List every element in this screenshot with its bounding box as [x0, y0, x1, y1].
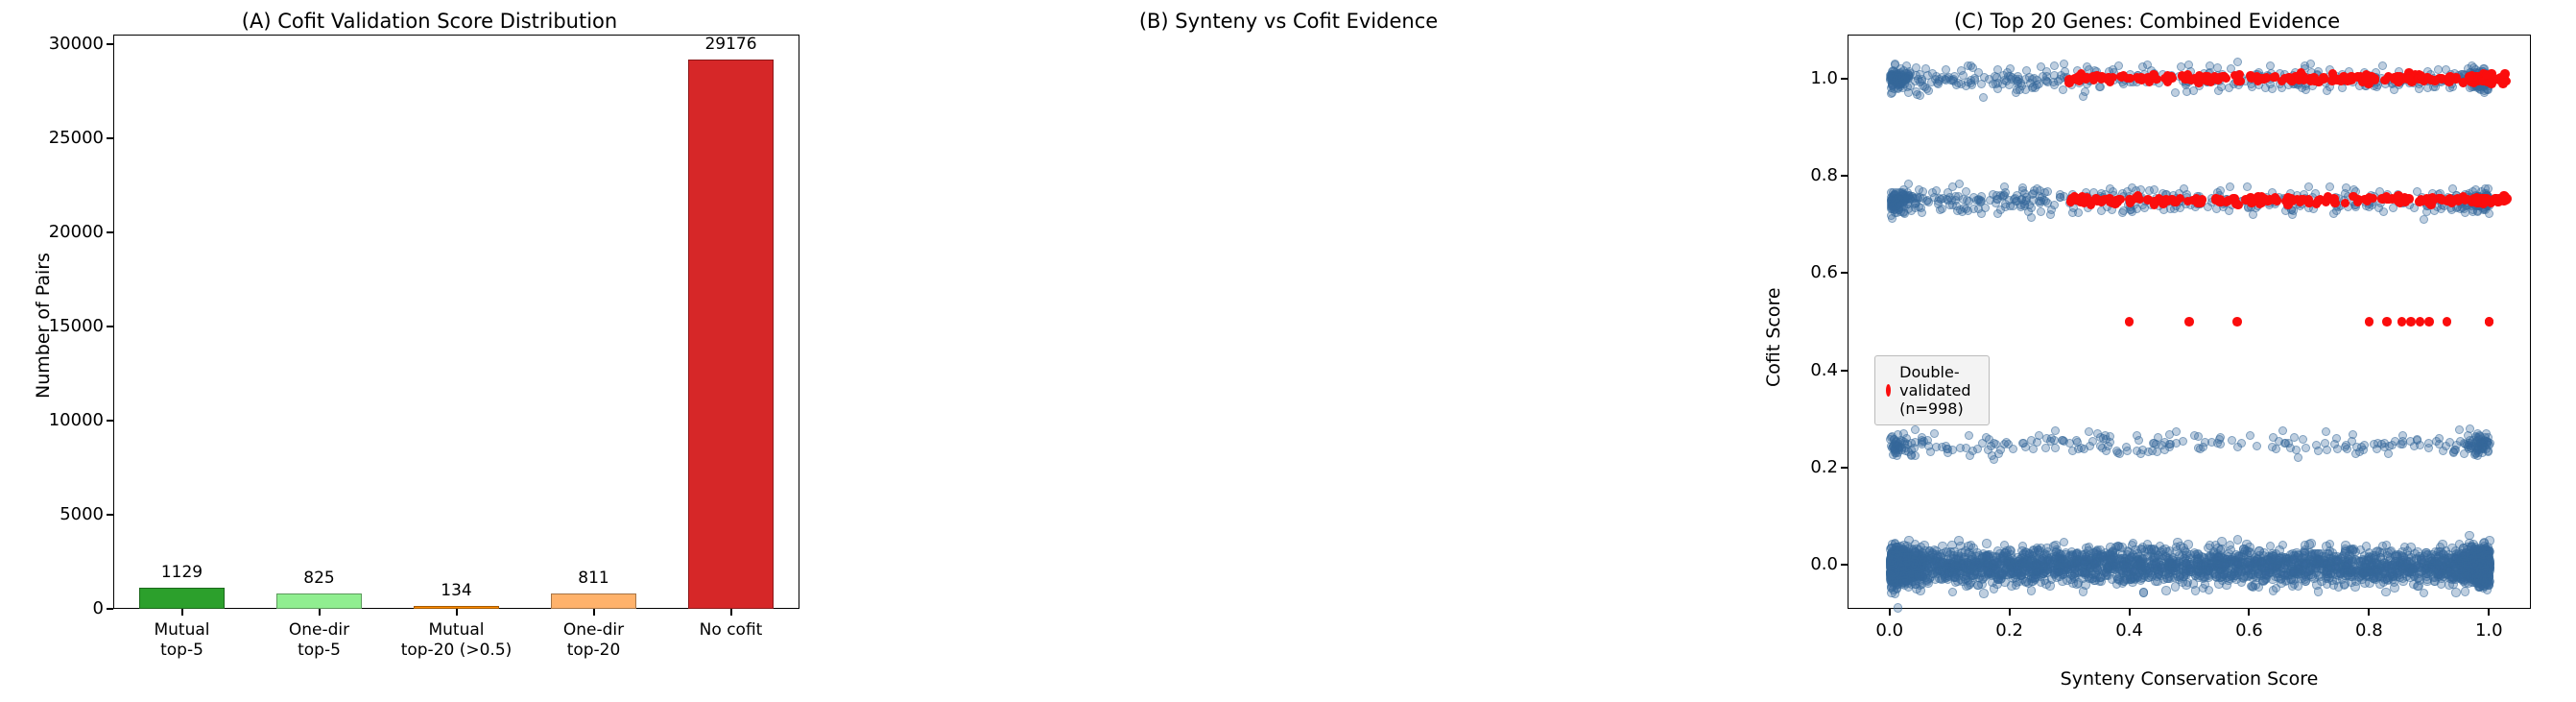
panel-a-y-tick: 30000 [48, 33, 104, 54]
panel-a-x-tick-label: Mutual top-5 [154, 620, 210, 661]
panel-a-bar-value: 811 [578, 569, 609, 589]
panel-a-x-tickmark [455, 609, 458, 616]
panel-a-y-tickmark [107, 419, 113, 422]
panel-a-bar-value: 1129 [160, 562, 203, 582]
panel-a-y-tickmark [107, 230, 113, 233]
panel-a-title: (A) Cofit Validation Score Distribution [241, 10, 618, 33]
panel-a-cofit-validation: (A) Cofit Validation Score Distribution … [0, 0, 859, 702]
panel-b-title: (B) Synteny vs Cofit Evidence [1138, 10, 1439, 33]
panel-a-y-tick: 20000 [48, 221, 104, 242]
panel-a-bar-value: 825 [303, 568, 335, 588]
panel-a-y-tick: 25000 [48, 127, 104, 148]
panel-a-y-tick: 0 [92, 598, 104, 618]
panel-a-bar [688, 59, 774, 609]
panel-a-x-tick-label: No cofit [699, 620, 763, 640]
panel-a-x-tickmark [729, 609, 732, 616]
panel-a-x-tickmark [180, 609, 183, 616]
panel-a-y-tick: 10000 [48, 409, 104, 430]
panel-a-bar [414, 606, 499, 609]
panel-a-bar-value: 134 [441, 581, 472, 601]
panel-a-bar [276, 593, 362, 609]
panel-b-synteny-vs-cofit: (B) Synteny vs Cofit Evidence Cofit Scor… [859, 0, 2531, 702]
panel-a-y-tick: 15000 [48, 315, 104, 336]
panel-a-x-tick-label: One-dir top-20 [562, 620, 625, 661]
panel-a-x-tickmark [592, 609, 595, 616]
panel-a-y-tickmark [107, 42, 113, 45]
panel-a-y-tickmark [107, 608, 113, 610]
panel-a-x-tick-label: Mutual top-20 (>0.5) [400, 620, 513, 661]
panel-a-y-tickmark [107, 513, 113, 516]
panel-a-x-tickmark [318, 609, 321, 616]
panel-a-y-tickmark [107, 325, 113, 327]
panel-a-y-tick: 5000 [60, 503, 104, 524]
panel-a-bar [551, 593, 636, 609]
panel-a-y-tickmark [107, 136, 113, 139]
panel-a-x-tick-label: One-dir top-5 [288, 620, 350, 661]
panel-a-bar [139, 587, 225, 609]
panel-a-plot-area [113, 35, 799, 609]
panel-a-bar-value: 29176 [704, 34, 757, 54]
